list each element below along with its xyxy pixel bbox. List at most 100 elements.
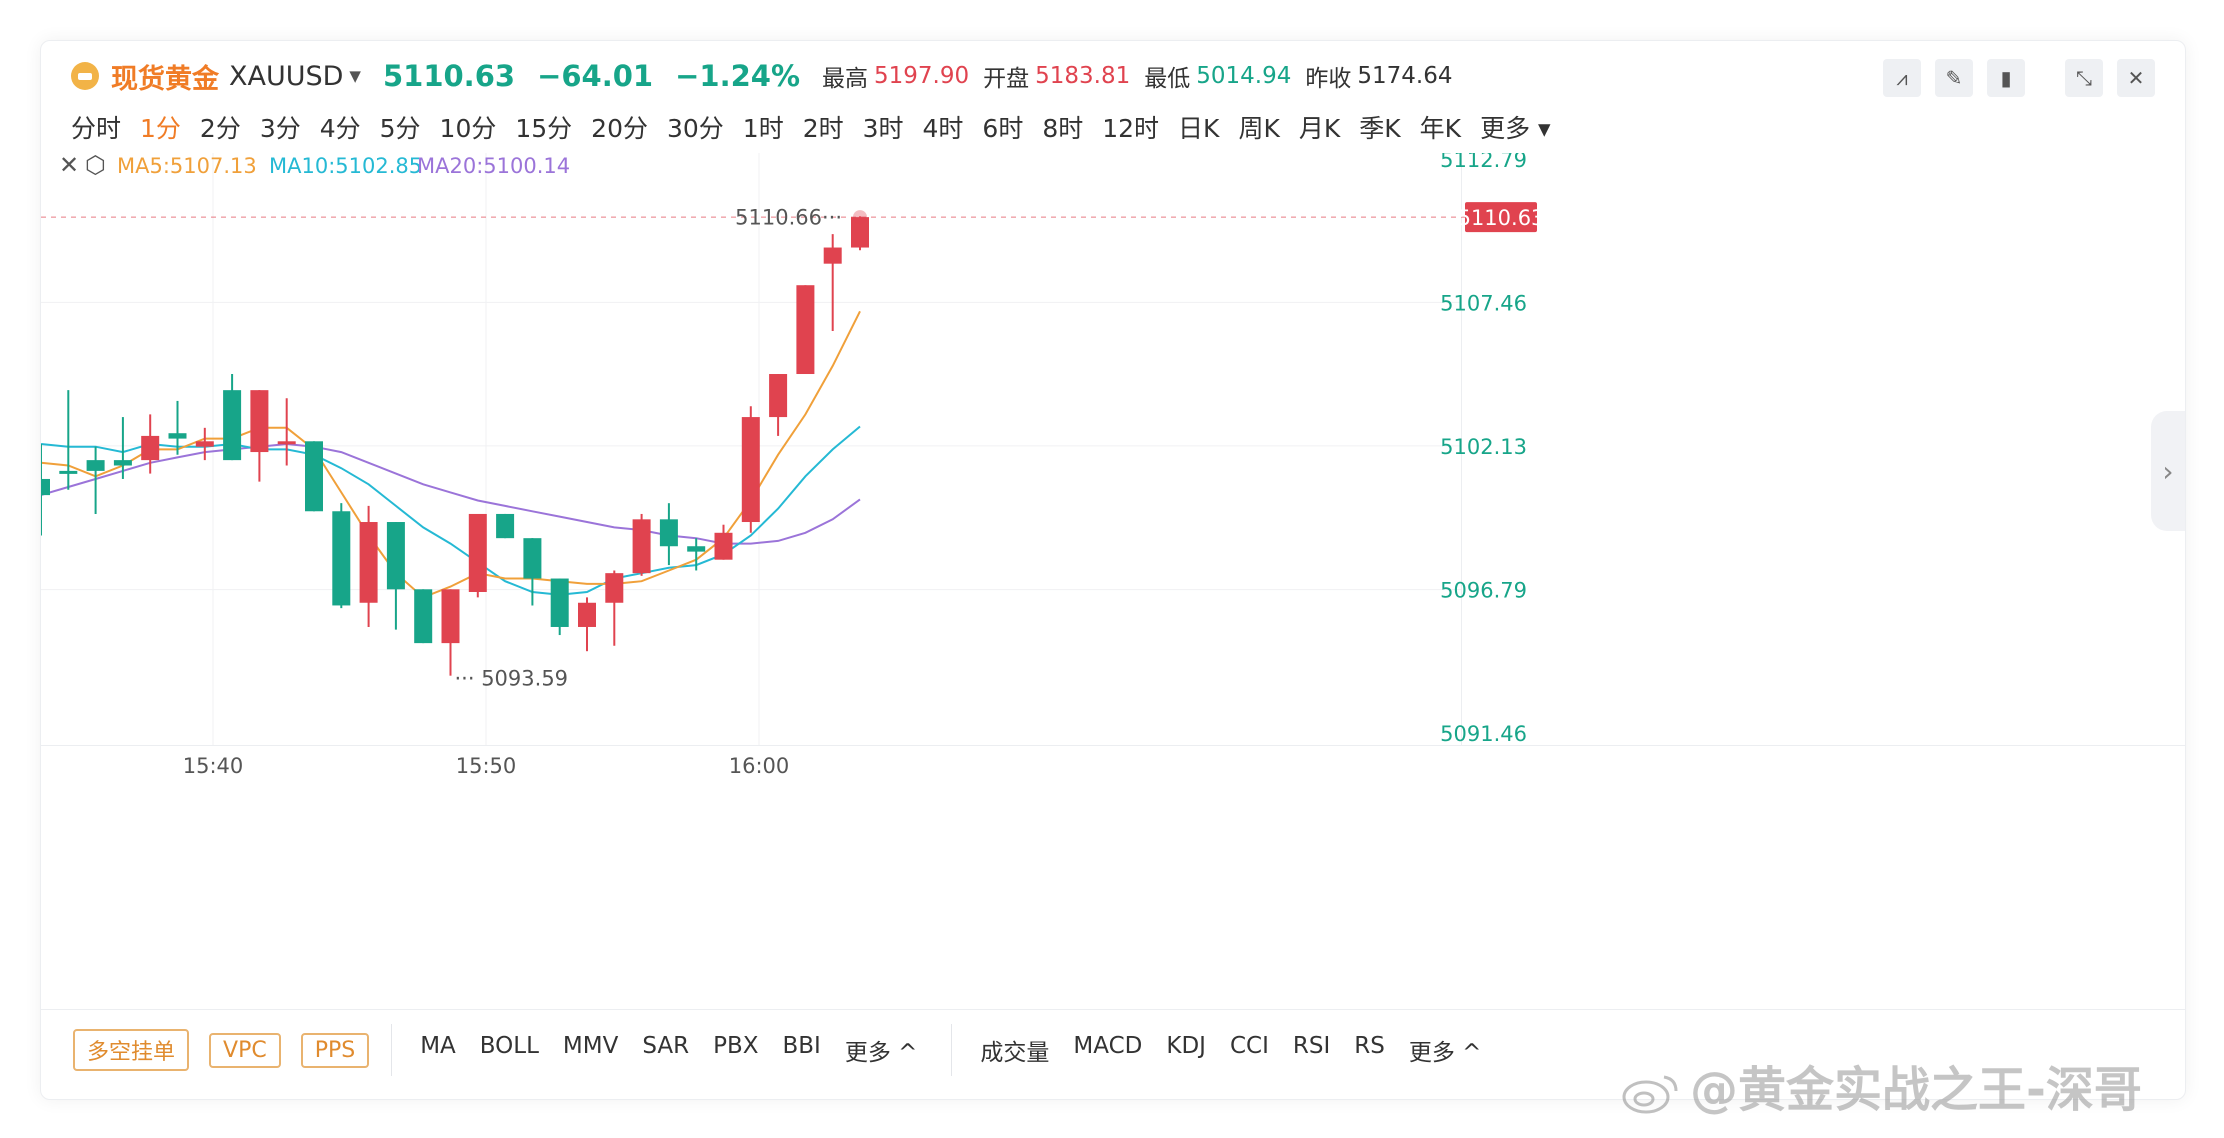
ma10-label: MA10:5102.85 [269,154,422,178]
period-tab[interactable]: 2分 [199,114,241,143]
open-value: 5183.81 [1035,63,1131,89]
instrument-symbol[interactable]: XAUUSD [229,60,344,92]
period-tab[interactable]: 1分 [140,114,181,143]
period-tab[interactable]: 12时 [1102,114,1160,143]
candle-body [250,390,269,453]
main-indicators: MA BOLL MMV SAR PBX BBI 更多 ^ [408,1033,929,1067]
min-price-label: ··· 5093.59 [455,667,569,691]
price-change-pct: −1.24% [675,59,801,93]
current-price-tag [1465,202,1537,233]
x-tick-label: 16:00 [729,754,790,778]
quote-header: 现货黄金 XAUUSD ▼ 5110.63 −64.01 −1.24% 最高 5… [71,53,1467,99]
period-tab[interactable]: 2时 [802,114,844,143]
period-tab[interactable]: 周K [1238,114,1280,143]
collapse-icon[interactable]: ⤡ [2065,59,2103,97]
period-tab[interactable]: 30分 [666,114,724,143]
period-tab[interactable]: 20分 [591,114,648,143]
axis-divider [1461,153,1462,745]
candle-body [113,460,132,466]
candle-body [305,441,323,512]
prev-close-value: 5174.64 [1357,63,1453,89]
ma20-label: MA20:5100.14 [417,154,570,178]
period-tab[interactable]: 5分 [379,114,421,143]
period-tab[interactable]: 3时 [862,114,904,143]
time-axis-line [41,745,2185,746]
sub-indicator-tab[interactable]: CCI [1229,1033,1269,1059]
period-tab[interactable]: 分时 [71,114,122,143]
period-tab[interactable]: 3分 [259,114,301,143]
main-indicator-tab[interactable]: MA [420,1033,456,1059]
candle-body [441,589,460,644]
indicator-bar: 多空挂单 VPC PPS MA BOLL MMV SAR PBX BBI 更多 ^ 成交量 M… [41,1009,2185,1090]
sub-indicator-tab[interactable]: RS [1354,1033,1385,1059]
period-tab[interactable]: 4时 [922,114,964,143]
candle-body [523,538,542,579]
period-tab[interactable]: 月K [1298,114,1341,143]
low-value: 5014.94 [1196,63,1292,89]
period-tab[interactable]: 1时 [742,114,784,143]
candle-body [851,217,869,248]
period-tab[interactable]: 日K [1178,114,1220,143]
pps-button[interactable]: PPS [300,1032,370,1068]
ma10-line [41,425,861,596]
weibo-icon [1622,1075,1678,1114]
period-tab[interactable]: 4分 [319,114,361,143]
period-tab[interactable]: 8时 [1042,114,1084,143]
period-tab[interactable]: 更多 ▾ [1480,114,1551,143]
main-indicator-tab[interactable]: MMV [562,1033,619,1059]
main-indicator-tab[interactable]: BOLL [479,1033,539,1059]
candle-body [769,374,788,418]
main-indicator-tab[interactable]: BBI [782,1033,821,1059]
period-tab[interactable]: 年K [1419,114,1462,143]
sub-indicator-tab[interactable]: MACD [1073,1033,1143,1059]
sub-indicator-tab[interactable]: 更多 ^ [1408,1040,1482,1066]
order-book-button[interactable]: 多空挂单 [73,1029,190,1071]
chevron-right-icon[interactable]: › [2151,411,2185,531]
candle-body [41,478,50,496]
main-indicator-tab[interactable]: PBX [713,1033,759,1059]
draw-pencil-icon[interactable]: ✎ [1935,59,1973,97]
candle-body [605,573,624,603]
candle-body [714,532,733,560]
candle-body [550,578,569,627]
main-indicator-tab[interactable]: 更多 ^ [844,1040,918,1066]
main-indicator-tab[interactable]: SAR [642,1033,690,1059]
candle-body [277,441,296,445]
chevron-down-icon[interactable]: ▼ [349,67,361,85]
candle-body [687,546,706,552]
low-label: 最低 [1144,66,1191,92]
y-tick-label: 5112.79 [1440,153,1527,172]
period-tab[interactable]: 6时 [982,114,1024,143]
candle-body [578,602,596,627]
candle-body [386,522,405,590]
divider [391,1024,393,1076]
candle-body [632,519,651,574]
period-tabs: 分时 1分 2分 3分 4分 5分 10分 15分 20分 30分 1时 2时 3时 4时 6时 8时 12时日… [71,105,1570,149]
period-tab[interactable]: 15分 [515,114,573,143]
prev-close-label: 昨收 [1305,66,1352,92]
instrument-name: 现货黄金 [111,63,219,95]
candle-body [796,285,815,375]
vpc-button[interactable]: VPC [209,1032,281,1068]
candlestick-icon[interactable]: ▮ [1987,59,2025,97]
chart-toolbar: ⩘ ✎ ▮ ⤡ ✕ [1883,59,2155,97]
candle-body [496,513,515,539]
candlestick-chart[interactable]: 5112.79 5107.46 5102.13 5096.79 5091.46 15:40… [41,153,2185,1009]
candle-body [468,513,487,592]
y-tick-label: 5107.46 [1440,291,1527,315]
candle-body [823,247,842,264]
period-tab[interactable]: 10分 [439,114,497,143]
close-icon[interactable]: ✕ [2117,59,2155,97]
watermark-text: @黄金实战之王-深哥 [1690,1062,2142,1118]
y-tick-label: 5091.46 [1440,722,1527,746]
sub-indicator-tab[interactable]: KDJ [1166,1033,1206,1059]
current-price-label: 5110.63 [1458,206,1545,230]
candle-body [332,511,351,606]
y-tick-label: 5102.13 [1440,435,1527,459]
sub-indicator-tab[interactable]: 成交量 [980,1040,1050,1066]
line-chart-icon[interactable]: ⩘ [1883,59,1921,97]
ma5-line [41,310,861,599]
sub-indicator-tab[interactable]: RSI [1292,1033,1331,1059]
divider [951,1024,953,1076]
period-tab[interactable]: 季K [1359,114,1401,143]
